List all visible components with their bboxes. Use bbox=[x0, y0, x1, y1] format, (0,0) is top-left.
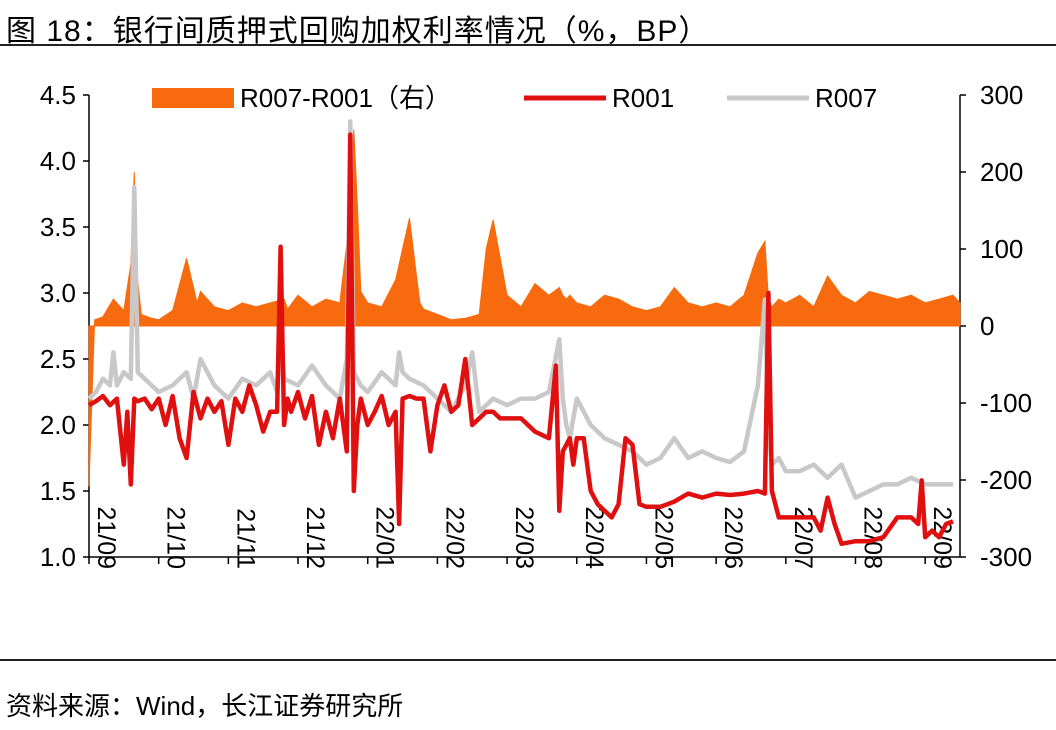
spread-area-layer bbox=[88, 129, 961, 487]
x-tick-label: 22/04 bbox=[580, 506, 608, 569]
left-tick-label: 2.5 bbox=[40, 344, 76, 374]
spread-area bbox=[88, 129, 961, 487]
title-divider bbox=[0, 44, 1056, 46]
right-tick-label: -300 bbox=[980, 542, 1032, 572]
right-tick-label: 0 bbox=[980, 311, 994, 341]
x-tick-label: 22/06 bbox=[719, 506, 747, 569]
legend-label-spread: R007-R001（右） bbox=[240, 83, 451, 113]
x-tick-label: 21/11 bbox=[231, 508, 259, 569]
r001-line bbox=[87, 132, 954, 547]
left-tick-label: 4.5 bbox=[40, 80, 76, 110]
x-tick-label: 22/09 bbox=[928, 506, 956, 569]
legend-label-r001: R001 bbox=[612, 83, 674, 113]
left-tick-label: 4.0 bbox=[40, 146, 76, 176]
x-tick-label: 22/02 bbox=[440, 506, 468, 569]
x-tick-label: 21/10 bbox=[162, 506, 190, 569]
left-tick-label: 3.0 bbox=[40, 278, 76, 308]
legend: R007-R001（右） R001 R007 bbox=[152, 83, 877, 113]
x-tick-label: 21/09 bbox=[92, 506, 120, 569]
chart-svg: 1.0 1.5 2.0 2.5 3.0 3.5 4.0 4.5 -300 -200 -100 0 100… bbox=[40, 80, 1032, 572]
left-tick-label: 1.0 bbox=[40, 542, 76, 572]
legend-swatch-spread bbox=[152, 88, 234, 108]
right-tick-label: 100 bbox=[980, 234, 1023, 264]
axes-layer: 1.0 1.5 2.0 2.5 3.0 3.5 4.0 4.5 -300 -200 -100 0 100… bbox=[40, 80, 1032, 572]
left-tick-label: 2.0 bbox=[40, 410, 76, 440]
right-tick-label: -100 bbox=[980, 388, 1032, 418]
legend-label-r007: R007 bbox=[815, 83, 877, 113]
x-tick-label: 22/05 bbox=[649, 506, 677, 569]
left-tick-label: 3.5 bbox=[40, 212, 76, 242]
x-tick-label: 22/01 bbox=[371, 506, 399, 569]
x-tick-label: 21/12 bbox=[301, 506, 329, 569]
right-tick-label: 300 bbox=[980, 80, 1023, 110]
lines-layer bbox=[87, 119, 954, 547]
source-note: 资料来源：Wind，长江证券研究所 bbox=[6, 691, 404, 721]
source-divider bbox=[0, 659, 1056, 661]
chart-title: 图 18：银行间质押式回购加权利率情况（%，BP） bbox=[6, 15, 710, 48]
right-tick-label: 200 bbox=[980, 157, 1023, 187]
left-tick-label: 1.5 bbox=[40, 476, 76, 506]
right-tick-label: -200 bbox=[980, 465, 1032, 495]
x-tick-label: 22/03 bbox=[510, 506, 538, 569]
